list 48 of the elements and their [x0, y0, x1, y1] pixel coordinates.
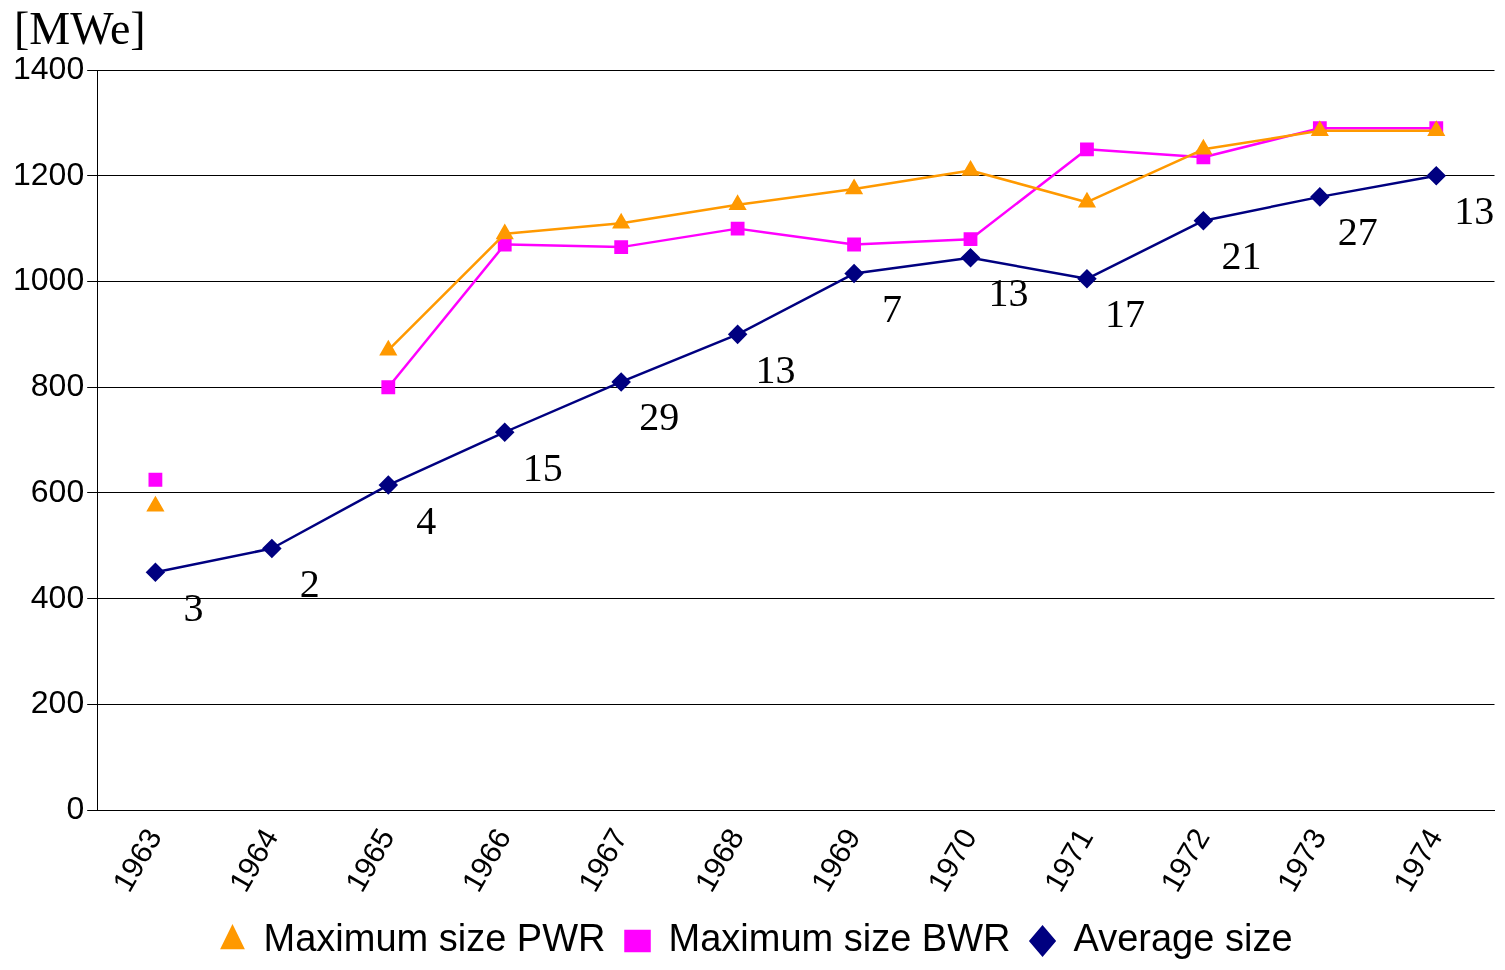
point — [381, 380, 396, 395]
point — [262, 539, 282, 558]
point — [1194, 211, 1213, 230]
point — [961, 248, 980, 267]
point — [962, 161, 979, 176]
annotation: 29 — [639, 394, 680, 440]
point — [844, 264, 864, 283]
y-tick-label: 600 — [30, 472, 85, 509]
annotation: 7 — [882, 286, 903, 332]
point — [1080, 142, 1094, 157]
point — [613, 214, 630, 229]
point — [1427, 166, 1446, 185]
annotation: 21 — [1221, 233, 1262, 279]
annotation: 2 — [299, 560, 320, 606]
annotation: 3 — [183, 584, 204, 630]
point — [847, 237, 861, 252]
point — [611, 372, 631, 392]
point — [1078, 192, 1096, 208]
legend-label: Maximum size BWR — [668, 917, 1011, 960]
point — [729, 195, 746, 211]
annotation: 13 — [755, 346, 796, 392]
point — [380, 340, 397, 356]
point — [728, 325, 747, 344]
y-tick-label: 1000 — [13, 261, 85, 298]
legend-label: Maximum size PWR — [263, 917, 606, 960]
y-tick-label: 400 — [30, 578, 85, 615]
annotation: 13 — [1454, 188, 1495, 234]
y-tick-label: 0 — [66, 790, 85, 827]
y-tick-label: 800 — [30, 367, 85, 404]
point — [1195, 140, 1212, 155]
point — [1077, 269, 1097, 289]
point — [148, 472, 163, 487]
annotation: 4 — [416, 497, 437, 543]
point — [496, 224, 513, 240]
legend-label: Average size — [1073, 917, 1293, 960]
annotation: 15 — [522, 444, 563, 490]
y-tick-label: 1200 — [13, 155, 85, 192]
annotation: 27 — [1337, 209, 1378, 255]
point — [845, 179, 863, 195]
point — [1310, 187, 1330, 207]
point — [963, 232, 978, 247]
point — [614, 240, 629, 255]
annotation: 17 — [1104, 291, 1145, 337]
y-tick-label: 200 — [30, 684, 85, 721]
point — [379, 475, 398, 495]
point — [730, 221, 745, 236]
point — [495, 422, 514, 442]
point — [146, 563, 165, 582]
